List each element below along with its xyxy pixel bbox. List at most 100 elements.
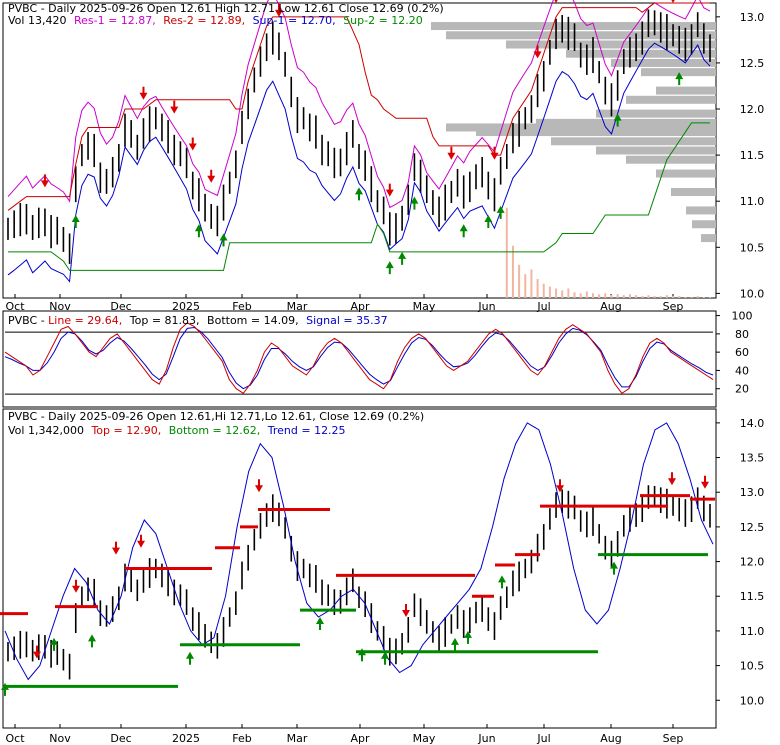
volume-bar (585, 291, 588, 298)
buy-arrow (459, 224, 468, 238)
volume-profile-bar (446, 123, 716, 132)
trend-panel: 14.0 13.5 13.0 12.5 12.0 11.5 11.0 10.5 10.0 Oct N… (0, 417, 764, 745)
volume-profile-bar (671, 187, 716, 196)
trend-buy-arrow (50, 637, 58, 651)
trend-sell-arrow (556, 479, 564, 493)
stoch-line-legend: Line = 29.64, (48, 314, 122, 327)
volume-bar (635, 295, 638, 298)
volume-bar (665, 295, 668, 298)
volume-bar (696, 296, 699, 298)
volume-bar (598, 294, 601, 298)
trend-sell-arrow (137, 534, 145, 548)
volume-profile-bar (626, 95, 716, 104)
stoch-top-legend: Top = 81.83, (129, 314, 200, 327)
price-xtick-label: Mar (287, 300, 308, 313)
stoch-ytick-label: 100 (732, 310, 753, 323)
volume-profile-bar (686, 206, 716, 215)
volume-bar (653, 296, 656, 298)
price-xtick-label: Aug (600, 300, 621, 313)
buy-arrow (194, 224, 203, 238)
trend-sell-arrow (112, 541, 120, 555)
stoch-header: PVBC - Line = 29.64, Top = 81.83, Bottom… (8, 314, 388, 327)
buy-arrow (410, 196, 419, 210)
volume-profile-bar (596, 146, 716, 155)
res1-line (7, 0, 711, 209)
volume-profile-bar (596, 109, 716, 118)
volume-profile-bar (656, 169, 716, 178)
price-xtick-label: Sep (663, 300, 684, 313)
volume-profile-bar (611, 58, 716, 67)
buy-arrow (355, 187, 363, 201)
stoch-signal-line (4, 326, 714, 390)
volume-bar (684, 297, 687, 298)
trend-ytick-label: 11.0 (740, 625, 765, 638)
volume-bar (672, 296, 675, 298)
trend-sell-arrow (402, 604, 410, 618)
volume-bar (702, 297, 705, 298)
price-vol: Vol 13,420 Res-1 = 12.87, Res-2 = 12.89,… (8, 14, 423, 27)
res2-line (7, 2, 710, 211)
trend-ytick-label: 10.5 (740, 660, 765, 673)
trend-xtick-label: Apr (350, 732, 370, 745)
sell-arrow (40, 174, 49, 188)
trend-line (4, 422, 714, 681)
volume-profile-bar (626, 155, 716, 164)
volume-profile-bar (536, 118, 716, 127)
trend-buy-arrow (88, 634, 96, 648)
trend-xtick-label: 2025 (172, 732, 200, 745)
price-ytick-label: 12.5 (740, 57, 765, 70)
volume-profile-bar (701, 234, 716, 243)
trend-xtick-label: Feb (232, 732, 251, 745)
price-ytick-label: 11.5 (740, 149, 765, 162)
trend-sell-arrow (701, 475, 709, 489)
trend-sell-arrow (33, 645, 41, 659)
buy-arrow (613, 113, 622, 127)
trend-ytick-label: 12.0 (740, 556, 765, 569)
volume-profile-bar (431, 22, 716, 31)
trend-buy-arrow (451, 637, 459, 651)
volume-bar (555, 288, 558, 298)
trend-trend-legend: Trend = 12.25 (267, 424, 346, 437)
trend-buy-arrow (358, 648, 366, 662)
price-xtick-label: May (413, 300, 436, 313)
price-ytick-label: 10.5 (740, 241, 765, 254)
volume-profile-bar (446, 31, 716, 40)
trend-buy-arrow (1, 682, 9, 696)
stoch-bottom-legend: Bottom = 14.09, (207, 314, 299, 327)
volume-bar (647, 295, 650, 298)
trend-panel-frame (2, 408, 717, 729)
volume-bar (573, 292, 576, 298)
sell-arrow (207, 169, 216, 183)
volume-bar (536, 279, 539, 298)
buy-arrow (675, 72, 684, 86)
price-vol-label: Vol 13,420 (8, 14, 66, 27)
buy-arrow (71, 215, 80, 229)
volume-profile-bar (566, 49, 716, 58)
price-xtick-label: Apr (350, 300, 370, 313)
trend-sell-arrow (668, 472, 676, 486)
volume-bar (561, 290, 564, 298)
volume-bar (690, 297, 693, 298)
stochastic-panel-frame (2, 310, 717, 408)
trend-xtick-label: Mar (287, 732, 308, 745)
stoch-ytick-label: 40 (735, 364, 749, 377)
price-xtick-label: Dec (110, 300, 131, 313)
sell-arrow (554, 0, 558, 3)
sup1-line (7, 42, 711, 283)
trend-xtick-label: Aug (600, 732, 621, 745)
trend-ytick-label: 10.0 (740, 694, 765, 707)
sell-arrow (447, 146, 456, 160)
volume-bar (641, 296, 644, 298)
sell-arrow (170, 100, 179, 114)
trend-ytick-label: 11.5 (740, 590, 765, 603)
stoch-line (4, 322, 714, 394)
trend-top-legend: Top = 12.90, (90, 424, 161, 437)
volume-profile-bar (692, 220, 716, 229)
volume-bar (567, 288, 570, 298)
sell-arrow (385, 183, 394, 197)
trend-xtick-label: Dec (110, 732, 131, 745)
trend-buy-arrow (498, 575, 506, 589)
price-xtick-label: Jul (536, 300, 550, 313)
